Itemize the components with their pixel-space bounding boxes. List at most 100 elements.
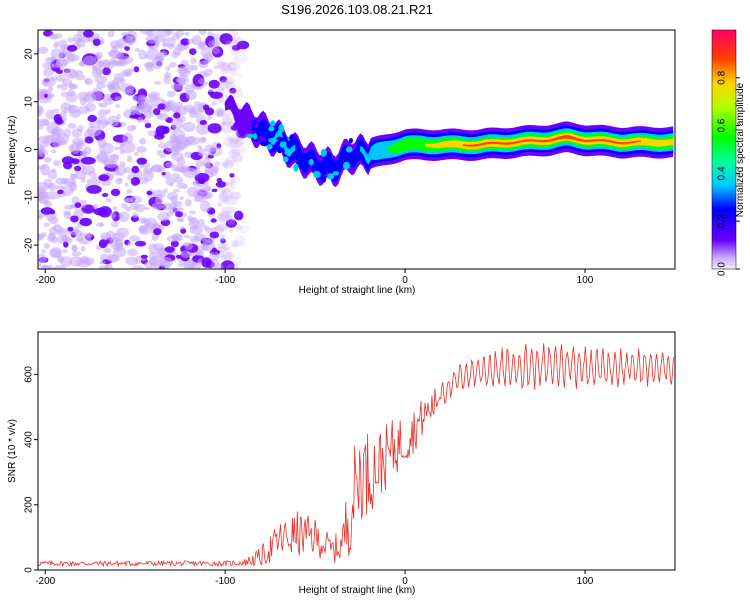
spectrogram-noise-blob [103,160,118,169]
snr-x-tick-label: 0 [402,576,408,587]
spectrogram-noise-blob [48,215,59,225]
spectrogram-y-tick-label: 10 [24,96,35,108]
spectrogram-noise-blob [215,181,227,188]
spectrogram-noise-blob [84,77,93,86]
spectrogram-noise-blob [212,48,221,55]
spectrogram-noise-blob [229,191,241,200]
spectrogram-noise-blob [153,228,162,236]
spectrogram-noise-blob [87,171,97,177]
spectrogram-noise-blob [179,226,185,230]
spectrogram-noise-blob [86,179,91,184]
spectrogram-noise-blob [119,56,134,65]
spectrogram-noise-blob [223,136,240,148]
spectrogram-noise-blob [38,46,49,55]
spectrogram-noise-blob [221,188,228,194]
spectrogram-noise-blob [131,95,138,101]
spectrogram-noise-blob [80,176,86,183]
spectrogram-noise-blob [133,66,140,73]
spectrogram-noise-blob [40,163,51,176]
spectrogram-noise-blob [228,30,239,37]
spectrogram-noise-blob [203,73,209,78]
spectrogram-noise-blob [233,235,247,248]
spectrogram-noise-blob [69,256,84,267]
spectrogram-noise-blob [87,114,98,123]
spectrogram-noise-blob [226,187,232,192]
spectrogram-noise-blob [52,108,60,114]
spectrogram-noise-blob [230,48,239,56]
spectrogram-noise-blob [61,234,70,242]
spectrogram-noise-blob [144,55,150,59]
spectrogram-noise-blob [92,33,100,40]
spectrogram-noise-blob [45,109,56,120]
spectrogram-noise-blob [190,57,197,65]
spectrogram-noise-blob [171,200,177,206]
colorbar-tick-label: 0.8 [717,70,728,84]
spectrogram-noise-blob [80,156,96,165]
spectrogram-noise-blob [138,49,147,60]
spectrogram-noise-blob [221,206,237,214]
spectrogram-noise-blob [156,149,164,156]
spectrogram-noise-blob [63,106,69,111]
spectrogram-noise-blob [119,141,136,154]
spectrogram-noise-blob [147,130,157,137]
spectrogram-noise-blob [205,227,213,234]
spectrogram-noise-blob [38,262,42,268]
colorbar-label: Normalized spectral amplitude [735,82,746,217]
spectrogram-noise-blob [202,104,210,111]
spectrogram-noise-blob [177,77,186,86]
colorbar-gradient [711,29,737,270]
spectrogram-noise-blob [216,212,228,223]
spectrogram-noise-blob [179,196,184,201]
spectrogram-noise-blob [144,217,158,227]
spectrogram-noise-blob [211,227,219,233]
spectrogram-noise-blob [101,59,111,67]
spectrogram-noise-blob [163,188,168,193]
spectrogram-noise-blob [235,225,243,231]
spectrogram-noise-blob [40,118,50,126]
colorbar-tick-label: 0.0 [717,262,728,276]
spectrogram-y-ticks: 20 10 0 -10 -20 [24,48,38,252]
spectrogram-noise-blob [173,188,181,193]
spectrogram-noise-blob [163,75,171,85]
spectrogram-noise-blob [212,46,224,58]
spectrogram-noise-blob [113,72,124,83]
spectrogram-noise-blob [154,80,162,85]
spectrogram-noise-blob [74,144,84,151]
snr-series-line [38,343,675,568]
snr-y-tick-label: 200 [24,496,35,513]
spectrogram-noise-blob [238,241,244,245]
spectrogram-noise-blob [126,189,133,194]
spectrogram-noise-blob [38,254,47,264]
spectrogram-noise-blob [66,210,72,216]
spectrogram-noise-blob [233,52,248,65]
spectrogram-ridge-spot [289,134,296,142]
spectrogram-noise-blob [131,265,144,269]
spectrogram-noise-blob [157,103,167,110]
spectrogram-noise-blob [220,260,235,269]
spectrogram-noise-blob [38,107,45,115]
spectrogram-noise-blob [110,188,121,197]
spectrogram-x-tick-label: -100 [215,275,235,286]
spectrogram-noise-blob [227,61,237,71]
spectrogram-noise-blob [195,122,211,135]
spectrogram-noise-blob [38,182,50,192]
spectrogram-noise-blob [51,141,62,148]
spectrogram-noise-blob [54,41,60,47]
spectrogram-noise-blob [114,146,122,151]
spectrogram-noise-blob [159,50,168,58]
spectrogram-ridge-spot [308,158,314,166]
spectrogram-noise-blob [131,165,140,174]
spectrogram-noise-blob [49,33,58,40]
spectrogram-noise-blob [216,223,229,232]
spectrogram-noise-blob [95,53,101,59]
spectrogram-noise-blob [38,124,44,130]
spectrogram-noise-blob [228,148,241,159]
spectrogram-noise-blob [234,210,244,221]
spectrogram-noise-blob [180,228,187,234]
spectrogram-noise-blob [189,48,197,55]
spectrogram-noise-blob [77,106,91,115]
spectrogram-noise-blob [148,259,158,265]
spectrogram-noise-blob [154,197,164,204]
spectrogram-noise-blob [127,174,133,181]
spectrogram-noise-blob [219,79,229,90]
